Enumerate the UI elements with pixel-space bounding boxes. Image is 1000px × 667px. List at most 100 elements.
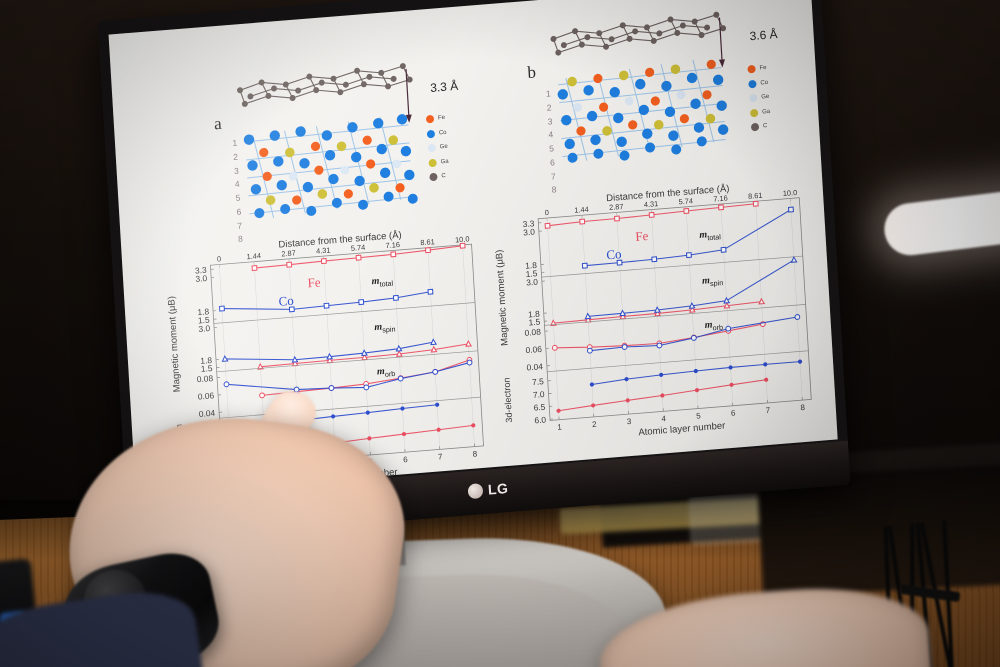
- svg-text:1.5: 1.5: [528, 317, 541, 328]
- layer-num: 5: [548, 143, 555, 154]
- layer-num: 1: [545, 88, 552, 99]
- svg-text:10.0: 10.0: [455, 234, 470, 244]
- svg-text:2.87: 2.87: [609, 202, 624, 212]
- legend-item-ge: Ge: [749, 93, 769, 103]
- legend-label: Fe: [759, 64, 767, 72]
- co-atom-icon: [748, 79, 757, 88]
- monitor-screen[interactable]: a 1 2 3 4 5 6 7 8: [108, 0, 838, 496]
- co-atom-icon: [426, 129, 436, 138]
- svg-text:8: 8: [473, 449, 479, 458]
- svg-text:7: 7: [766, 406, 772, 415]
- svg-text:3d-electron: 3d-electron: [502, 377, 515, 423]
- lg-circle-icon: [467, 482, 484, 499]
- legend-label: C: [441, 173, 446, 180]
- svg-text:2: 2: [592, 420, 598, 429]
- svg-text:7.16: 7.16: [713, 193, 728, 203]
- svg-text:3.0: 3.0: [195, 273, 208, 284]
- svg-text:orb: orb: [712, 323, 723, 333]
- fe-atom-icon: [425, 114, 435, 124]
- watermark-text: SG: [968, 0, 994, 2]
- layer-num: 3: [547, 115, 553, 127]
- ga-atom-icon: [428, 158, 437, 167]
- panel-a-distance: 3.3 Å: [429, 78, 459, 95]
- svg-text:spin: spin: [710, 278, 724, 288]
- svg-text:m: m: [699, 229, 708, 241]
- svg-text:7: 7: [438, 452, 444, 461]
- svg-text:6.0: 6.0: [534, 414, 547, 425]
- svg-text:4.31: 4.31: [644, 199, 659, 209]
- layer-num: 7: [237, 220, 243, 231]
- svg-text:0.08: 0.08: [524, 327, 541, 338]
- panel-a-structure: a 1 2 3 4 5 6 7 8: [109, 6, 472, 244]
- svg-text:Magnetic moment (μB): Magnetic moment (μB): [494, 249, 511, 346]
- svg-text:1.8: 1.8: [525, 260, 538, 271]
- layer-num: 3: [233, 165, 240, 176]
- layer-num: 6: [549, 157, 556, 168]
- legend-label: C: [762, 123, 768, 130]
- panel-a-label: a: [213, 113, 223, 134]
- svg-text:0.06: 0.06: [198, 390, 215, 401]
- fe-atom-icon: [747, 64, 756, 74]
- svg-text:7.5: 7.5: [532, 376, 545, 387]
- layer-num: 2: [546, 102, 552, 113]
- legend-item-ga: Ga: [749, 107, 770, 117]
- svg-text:8.61: 8.61: [748, 191, 763, 201]
- layer-num: 2: [232, 151, 239, 162]
- lg-logo: LG: [467, 480, 509, 499]
- svg-text:1.8: 1.8: [197, 306, 210, 317]
- svg-text:m: m: [702, 275, 711, 287]
- svg-text:m: m: [704, 319, 713, 331]
- svg-text:4: 4: [661, 414, 667, 423]
- svg-text:m: m: [374, 322, 383, 334]
- scientific-figure: a 1 2 3 4 5 6 7 8: [109, 0, 838, 496]
- legend-item-fe: Fe: [425, 114, 446, 124]
- svg-text:3.0: 3.0: [198, 323, 211, 334]
- svg-text:3: 3: [627, 417, 633, 426]
- svg-text:1.5: 1.5: [198, 315, 211, 326]
- svg-text:total: total: [707, 232, 721, 242]
- svg-text:1.8: 1.8: [200, 355, 213, 366]
- svg-text:Co: Co: [606, 246, 622, 262]
- svg-text:3.3: 3.3: [522, 218, 535, 229]
- svg-text:Distance from the surface (Å): Distance from the surface (Å): [278, 230, 402, 251]
- svg-text:2.87: 2.87: [281, 248, 296, 258]
- svg-text:Atomic layer number: Atomic layer number: [638, 420, 725, 438]
- legend-item-ga: Ga: [428, 157, 449, 167]
- svg-text:8: 8: [800, 403, 806, 412]
- c-atom-icon: [750, 122, 760, 132]
- panel-b-structure: b 1 2 3 4 5 6 7 8: [459, 0, 822, 204]
- svg-text:Fe: Fe: [307, 274, 321, 290]
- svg-text:1: 1: [557, 422, 563, 431]
- svg-text:0.08: 0.08: [196, 373, 213, 384]
- legend-label: Ge: [761, 93, 770, 101]
- ge-atom-icon: [427, 143, 436, 153]
- svg-text:0.04: 0.04: [526, 361, 543, 372]
- svg-text:Co: Co: [278, 293, 294, 309]
- svg-text:6: 6: [403, 455, 409, 464]
- layer-num: 7: [550, 170, 556, 182]
- legend-item-fe: Fe: [747, 64, 767, 74]
- c-atom-icon: [429, 172, 438, 182]
- svg-text:1.5: 1.5: [201, 363, 214, 374]
- svg-text:3.3: 3.3: [195, 265, 208, 276]
- svg-text:Fe: Fe: [635, 228, 649, 244]
- svg-text:0.04: 0.04: [199, 408, 216, 419]
- svg-text:6.5: 6.5: [533, 402, 546, 413]
- svg-text:spin: spin: [382, 324, 396, 334]
- legend-label: Ge: [439, 143, 448, 151]
- panel-a-legend: Fe Co Ge Ga C: [425, 114, 450, 188]
- legend-label: Ga: [440, 158, 449, 165]
- legend-item-c: C: [429, 172, 449, 182]
- svg-text:total: total: [379, 279, 393, 289]
- svg-text:3.0: 3.0: [523, 227, 536, 238]
- svg-text:6: 6: [731, 409, 737, 418]
- panel-a-molecule: [237, 63, 418, 219]
- layer-num: 1: [232, 137, 238, 149]
- legend-item-co: Co: [426, 128, 447, 138]
- lg-wordmark: LG: [487, 480, 509, 498]
- svg-text:1.8: 1.8: [528, 309, 541, 320]
- legend-label: Co: [760, 79, 769, 86]
- svg-text:0: 0: [217, 254, 222, 263]
- lg-monitor: a 1 2 3 4 5 6 7 8: [97, 0, 851, 543]
